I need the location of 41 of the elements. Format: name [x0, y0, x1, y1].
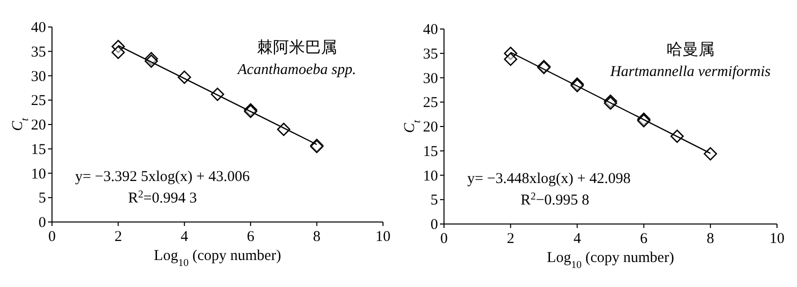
annotation: R$^{2}$=0.994 3 — [128, 189, 197, 206]
y-tick-label: 25 — [31, 93, 46, 110]
x-tick-label: 10 — [770, 231, 784, 247]
annotation: 棘阿米巴属 — [256, 38, 337, 56]
y-tick-label: 20 — [423, 120, 438, 136]
x-tick-label: 2 — [114, 229, 122, 245]
point — [504, 52, 518, 66]
annotation: Hartmannella vermiformis — [609, 64, 771, 80]
y-tick-label: 5 — [38, 190, 46, 207]
y-tick-label: 15 — [31, 142, 46, 158]
point — [704, 147, 718, 160]
annotation: 哈曼属 — [666, 41, 714, 58]
point — [112, 46, 125, 59]
y-tick-label: 10 — [423, 168, 438, 184]
x-tick-label: 6 — [640, 231, 648, 247]
x-axis-title: Log$_{10}$ (copy number) — [546, 250, 674, 270]
x-tick-label: 4 — [180, 229, 189, 245]
annotation: y= −3.448xlog(x) + 42.098 — [467, 171, 631, 188]
annotation: R$^{2}$−0.995 8 — [520, 191, 590, 208]
x-tick-label: 4 — [573, 231, 582, 247]
x-tick-label: 10 — [376, 229, 390, 245]
y-tick-label: 40 — [423, 22, 438, 38]
y-tick-label: 30 — [31, 68, 46, 85]
y-tick-label: 30 — [423, 70, 438, 87]
y-tick-label: 15 — [423, 144, 438, 160]
x-tick-label: 6 — [246, 229, 255, 245]
x-tick-label: 2 — [506, 231, 514, 247]
y-tick-label: 35 — [31, 44, 46, 60]
x-tick-label: 8 — [706, 231, 714, 247]
annotation: Acanthamoeba spp. — [236, 62, 356, 78]
y-tick-label: 25 — [423, 95, 438, 112]
y-tick-label: 0 — [430, 217, 438, 233]
x-tick-label: 8 — [313, 229, 321, 245]
y-tick-label: 35 — [423, 46, 438, 62]
y-tick-label: 0 — [38, 215, 46, 231]
y-tick-label: 20 — [31, 118, 46, 134]
y-tick-label: 40 — [31, 20, 46, 36]
x-axis-title: Log$_{10}$ (copy number) — [154, 248, 282, 268]
y-tick-label: 10 — [31, 166, 46, 182]
annotation: y= −3.392 5xlog(x) + 43.006 — [75, 169, 250, 186]
y-tick-label: 5 — [430, 192, 438, 209]
